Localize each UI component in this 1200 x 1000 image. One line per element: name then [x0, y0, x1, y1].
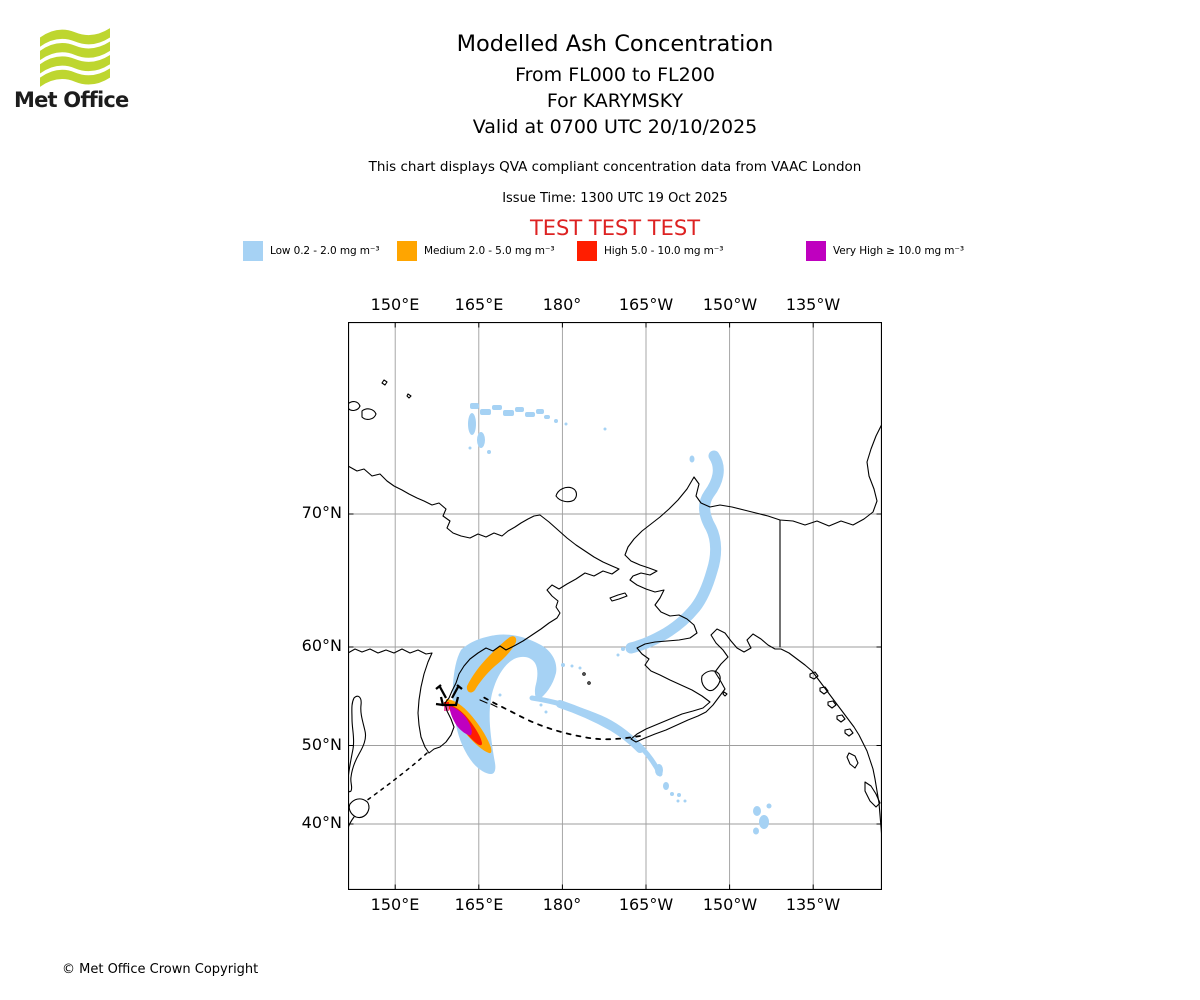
subtitle-valid-time: Valid at 0700 UTC 20/10/2025: [472, 116, 758, 138]
lon-label-top: 150°E: [370, 295, 420, 314]
graticule-grid: [348, 322, 882, 890]
volcano-symbol: [435, 684, 463, 707]
legend-swatch-high: [577, 241, 597, 261]
lon-label-top: 135°W: [785, 295, 841, 314]
lon-label-top: 150°W: [702, 295, 758, 314]
legend-label-medium: Medium 2.0 - 5.0 mg m⁻³: [424, 245, 555, 257]
lat-label: 50°N: [301, 735, 342, 754]
ash-layer-low: [452, 403, 772, 835]
lon-label-top: 180°: [542, 295, 582, 314]
legend-label-low: Low 0.2 - 2.0 mg m⁻³: [270, 245, 380, 257]
kuril-islands: [365, 752, 428, 802]
test-banner: TEST TEST TEST: [529, 216, 701, 240]
lon-label-bottom: 165°W: [618, 895, 674, 914]
lat-label: 40°N: [301, 813, 342, 832]
legend-swatch-medium: [397, 241, 417, 261]
map-frame: [348, 322, 882, 890]
aleutian-islands: [482, 696, 641, 741]
met-office-logo: Met Office: [14, 22, 134, 114]
legend-swatch-low: [243, 241, 263, 261]
lon-label-top: 165°W: [618, 295, 674, 314]
legend-item-low: Low 0.2 - 2.0 mg m⁻³: [243, 241, 380, 261]
lon-label-top: 165°E: [454, 295, 504, 314]
qva-description: This chart displays QVA compliant concen…: [368, 159, 862, 175]
lon-label-bottom: 150°W: [702, 895, 758, 914]
subtitle-volcano: For KARYMSKY: [546, 90, 684, 112]
legend-item-very-high: Very High ≥ 10.0 mg m⁻³: [806, 241, 964, 261]
lon-label-bottom: 150°E: [370, 895, 420, 914]
lon-label-bottom: 135°W: [785, 895, 841, 914]
copyright-notice: © Met Office Crown Copyright: [62, 962, 259, 977]
legend-label-high: High 5.0 - 10.0 mg m⁻³: [604, 245, 724, 257]
ash-dispersion-map: [348, 322, 882, 890]
axis-ticks: [348, 322, 882, 890]
lat-label: 60°N: [301, 636, 342, 655]
page-title: Modelled Ash Concentration: [456, 31, 774, 57]
legend-item-high: High 5.0 - 10.0 mg m⁻³: [577, 241, 723, 261]
issue-time: Issue Time: 1300 UTC 19 Oct 2025: [502, 191, 728, 206]
lon-label-bottom: 180°: [542, 895, 582, 914]
island-chains: [365, 696, 641, 802]
legend-swatch-very-high: [806, 241, 826, 261]
legend-item-medium: Medium 2.0 - 5.0 mg m⁻³: [397, 241, 555, 261]
lat-label: 70°N: [301, 503, 342, 522]
subtitle-flight-levels: From FL000 to FL200: [515, 64, 715, 86]
logo-wordmark: Met Office: [14, 88, 129, 112]
coastlines: [348, 379, 882, 840]
lon-label-bottom: 165°E: [454, 895, 504, 914]
legend-label-very-high: Very High ≥ 10.0 mg m⁻³: [833, 245, 964, 257]
